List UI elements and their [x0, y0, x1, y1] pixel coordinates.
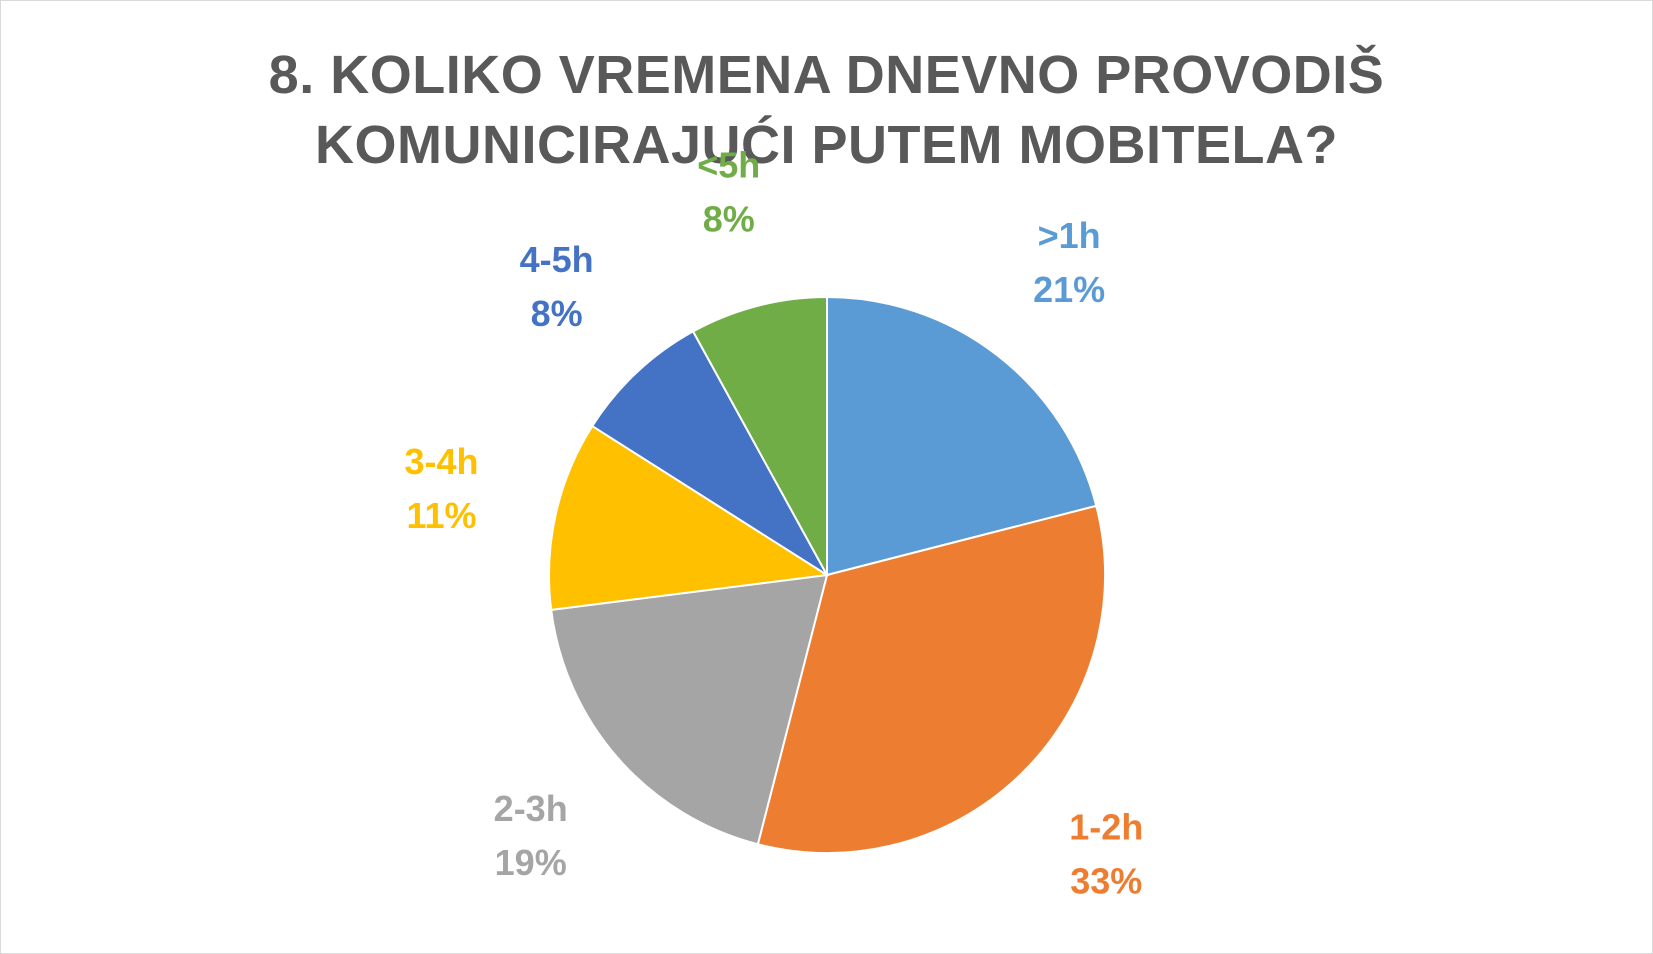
slice-category-label-6: <5h [697, 144, 760, 185]
pie-slice-1 [826, 295, 1098, 577]
pie-slice-5 [590, 330, 828, 576]
chart-title-line-1: 8. KOLIKO VREMENA DNEVNO PROVODIŠ [268, 45, 1385, 105]
slice-category-label-5: 4-5h [520, 239, 594, 280]
pie-slice-3 [550, 573, 829, 846]
slice-category-label-2: 1-2h [1069, 806, 1143, 847]
pie-slice-2 [756, 504, 1107, 855]
slice-category-label-1: >1h [1038, 215, 1101, 256]
chart-title-line-2: KOMUNICIRAJUĆI PUTEM MOBITELA? [315, 115, 1338, 175]
slice-value-label-4: 11% [406, 495, 476, 536]
slice-category-label-3: 2-3h [494, 788, 568, 829]
slice-value-label-2: 33% [1070, 860, 1142, 901]
pie-slices [548, 295, 1107, 855]
slice-value-label-1: 21% [1033, 269, 1105, 310]
slice-category-label-4: 3-4h [404, 441, 478, 482]
slice-value-label-6: 8% [703, 198, 755, 239]
chart-title: 8. KOLIKO VREMENA DNEVNO PROVODIŠ KOMUNI… [0, 40, 1653, 180]
slice-value-label-5: 8% [531, 293, 583, 334]
pie-slice-4 [548, 424, 830, 611]
pie-slice-6 [691, 295, 828, 576]
slice-value-label-3: 19% [495, 842, 567, 883]
pie-data-labels: >1h 21% 1-2h 33% 2-3h 19% 3-4h 11% 4-5h 8% <5h 8% [404, 144, 1143, 901]
